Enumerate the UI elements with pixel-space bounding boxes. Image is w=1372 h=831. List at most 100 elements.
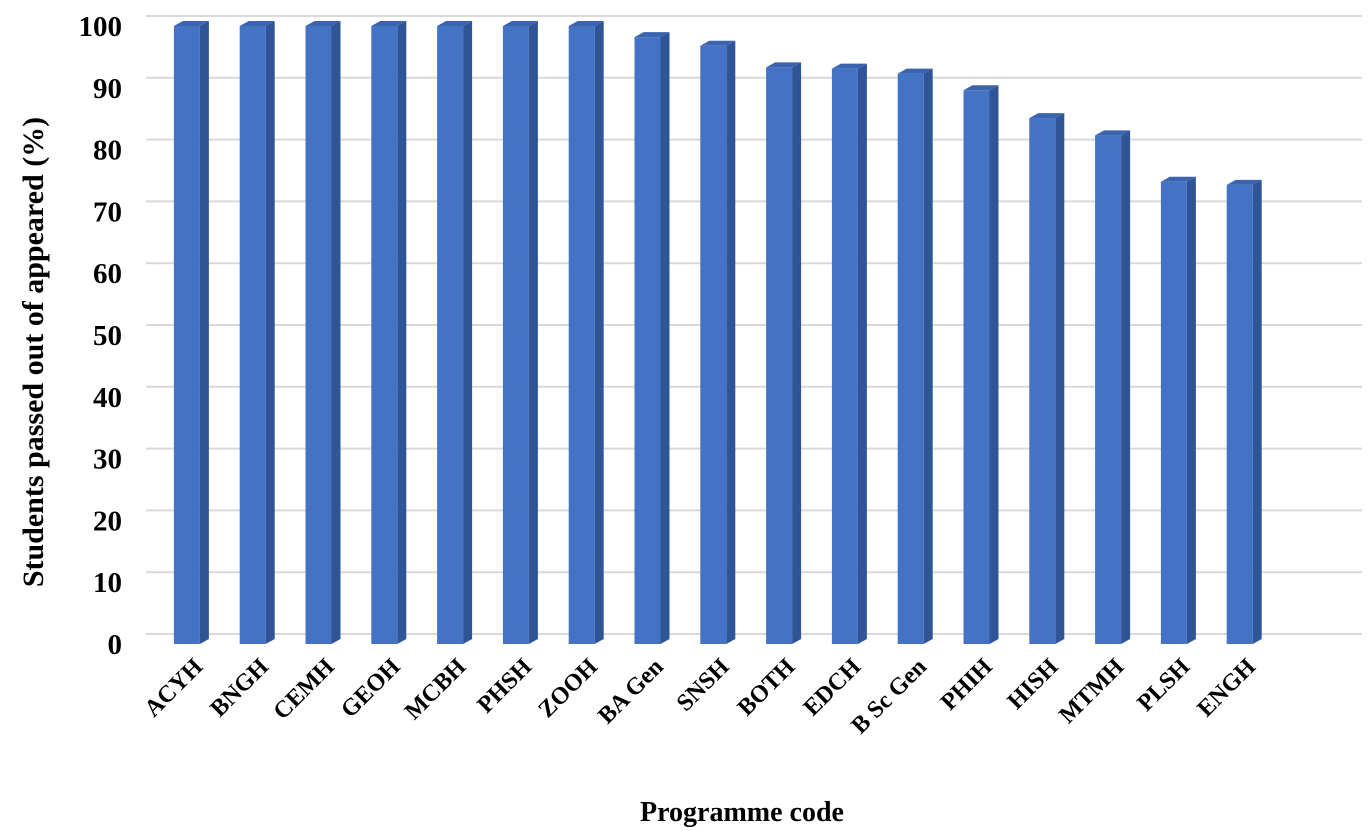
y-tick-label: 70 — [93, 196, 122, 228]
bar-side — [1252, 179, 1262, 645]
bar-top — [1160, 176, 1196, 182]
bar-front — [239, 26, 266, 644]
bar-top — [1029, 113, 1065, 119]
x-tick-label: SNSH — [672, 654, 735, 717]
bar-front — [963, 90, 990, 645]
x-tick-label: BA Gen — [593, 654, 668, 729]
y-axis-ticks: 0 10 20 30 40 50 60 70 80 90 100 — [79, 11, 123, 661]
x-tick-label: BNGH — [206, 654, 275, 723]
bar — [239, 21, 275, 644]
bar — [831, 63, 867, 645]
y-tick-label: 0 — [108, 629, 123, 661]
y-tick-label: 30 — [93, 444, 122, 476]
y-tick-label: 40 — [93, 382, 122, 414]
bar — [173, 21, 209, 644]
bar-side — [726, 40, 736, 644]
bar — [1029, 113, 1065, 644]
bar-top — [371, 21, 407, 26]
bar-side — [1121, 130, 1131, 645]
y-tick-label: 80 — [93, 135, 122, 167]
gridlines — [146, 15, 1362, 635]
bar-front — [173, 26, 200, 644]
bar — [1226, 179, 1262, 645]
bar-top — [831, 63, 867, 69]
y-tick-label: 90 — [93, 73, 122, 105]
x-tick-label: ENGH — [1193, 654, 1262, 723]
y-tick-label: 60 — [93, 258, 122, 290]
bar-side — [397, 21, 407, 644]
bar-top — [239, 21, 275, 26]
bar — [766, 62, 802, 644]
bar — [700, 40, 736, 644]
bar-series — [173, 21, 1262, 645]
bar-top — [897, 68, 933, 74]
bar-front — [634, 37, 661, 644]
bar-front — [1095, 135, 1122, 645]
bar-top — [766, 62, 802, 68]
x-tick-label: MTMH — [1054, 654, 1129, 729]
x-tick-label: HISH — [1003, 654, 1064, 715]
y-tick-label: 20 — [93, 505, 122, 537]
bar-front — [502, 26, 529, 644]
y-tick-label: 10 — [93, 567, 122, 599]
x-tick-label: CEMH — [269, 654, 340, 725]
bar-front — [1226, 184, 1253, 645]
x-tick-label: ACYH — [140, 654, 209, 723]
y-tick-label: 50 — [93, 320, 122, 352]
bar-side — [199, 21, 209, 644]
bar-side — [857, 63, 867, 645]
bar-side — [331, 21, 341, 644]
x-tick-label: GEOH — [336, 654, 406, 724]
bar-side — [923, 68, 933, 644]
bar-side — [594, 21, 604, 644]
bar-front — [305, 26, 332, 644]
bar — [1160, 176, 1196, 644]
bar-side — [1186, 176, 1196, 644]
x-tick-label: PLSH — [1132, 654, 1195, 717]
bar-top — [437, 21, 473, 26]
bar-top — [1095, 130, 1131, 136]
bar-side — [528, 21, 538, 644]
x-axis-title: Programme code — [640, 797, 844, 828]
x-tick-label: ZOOH — [534, 654, 604, 724]
bar-top — [634, 32, 670, 38]
bar-top — [502, 21, 538, 26]
y-axis-title: Students passed out of appeared (%) — [17, 117, 50, 587]
bar-side — [463, 21, 473, 644]
bar-top — [305, 21, 341, 26]
bar — [568, 21, 604, 644]
bar-front — [1029, 118, 1056, 644]
x-tick-label: PHIH — [936, 654, 998, 716]
bar-front — [437, 26, 464, 644]
bar-front — [831, 68, 858, 645]
bar-top — [173, 21, 209, 26]
bar — [963, 85, 999, 645]
bar-front — [371, 26, 398, 644]
bar-front — [1160, 181, 1187, 644]
bar-side — [1055, 113, 1065, 644]
bar — [371, 21, 407, 644]
bar-top — [700, 40, 736, 46]
bar — [305, 21, 341, 644]
bar-front — [700, 45, 727, 644]
bar — [1095, 130, 1131, 645]
bar-top — [963, 85, 999, 91]
y-tick-label: 100 — [79, 11, 123, 43]
bar-front — [766, 67, 793, 644]
x-tick-label: BOTH — [733, 654, 801, 722]
bar — [502, 21, 538, 644]
bar-side — [989, 85, 999, 645]
bar-side — [660, 32, 670, 644]
bar-front — [568, 26, 595, 644]
bar-top — [1226, 179, 1262, 185]
bar-side — [265, 21, 275, 644]
bar — [897, 68, 933, 644]
x-tick-label: PHSH — [473, 654, 538, 719]
x-tick-label: MCBH — [400, 654, 471, 725]
bar-front — [897, 73, 924, 644]
bar — [437, 21, 473, 644]
bar — [634, 32, 670, 644]
bar-side — [792, 62, 802, 644]
